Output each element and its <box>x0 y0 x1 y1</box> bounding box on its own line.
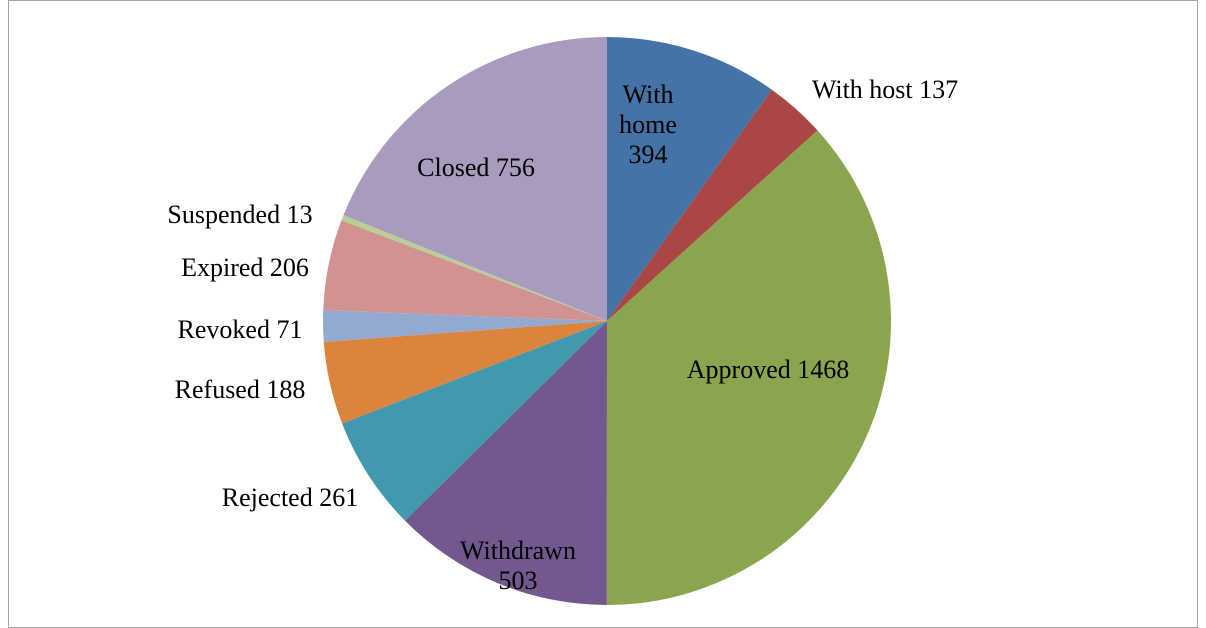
slice-label: Revoked 71 <box>178 315 303 345</box>
value-label: 756 <box>495 153 535 182</box>
value-label: 71 <box>276 315 303 344</box>
category-name: With home <box>619 80 677 139</box>
category-name: Refused <box>174 375 260 404</box>
category-name: Rejected <box>221 483 313 512</box>
pie-slice <box>607 89 818 321</box>
value-label: 394 <box>628 140 668 169</box>
slice-label: Suspended 13 <box>167 200 312 230</box>
value-label: 503 <box>498 566 538 595</box>
slice-label: Approved 1468 <box>687 355 849 385</box>
slice-label: Expired 206 <box>181 253 309 283</box>
category-name: Expired <box>181 253 264 282</box>
slice-label: Closed 756 <box>417 153 535 183</box>
category-name: With host <box>811 75 913 104</box>
value-label: 1468 <box>797 355 850 384</box>
category-name: Approved <box>686 355 791 384</box>
category-name: Closed <box>417 153 490 182</box>
value-label: 206 <box>269 253 309 282</box>
pie-slice <box>607 37 772 321</box>
slice-label: With home 394 <box>603 80 693 170</box>
pie-slice <box>323 220 607 321</box>
value-label: 188 <box>266 375 306 404</box>
category-name: Revoked <box>177 315 270 344</box>
category-name: Suspended <box>167 200 281 229</box>
pie-slice <box>323 321 607 424</box>
category-name: Withdrawn <box>460 536 576 565</box>
pie-slice <box>341 215 607 321</box>
slice-label: Withdrawn 503 <box>443 536 593 596</box>
pie-slice <box>404 321 607 605</box>
pie-slice <box>343 37 607 321</box>
slice-label: Rejected 261 <box>222 483 358 513</box>
value-label: 13 <box>286 200 313 229</box>
pie-slice <box>342 321 607 521</box>
value-label: 261 <box>319 483 359 512</box>
slice-label: With host 137 <box>812 75 958 105</box>
pie-slice <box>606 130 891 606</box>
pie-slice <box>322 310 607 342</box>
value-label: 137 <box>919 75 959 104</box>
slice-label: Refused 188 <box>175 375 306 405</box>
